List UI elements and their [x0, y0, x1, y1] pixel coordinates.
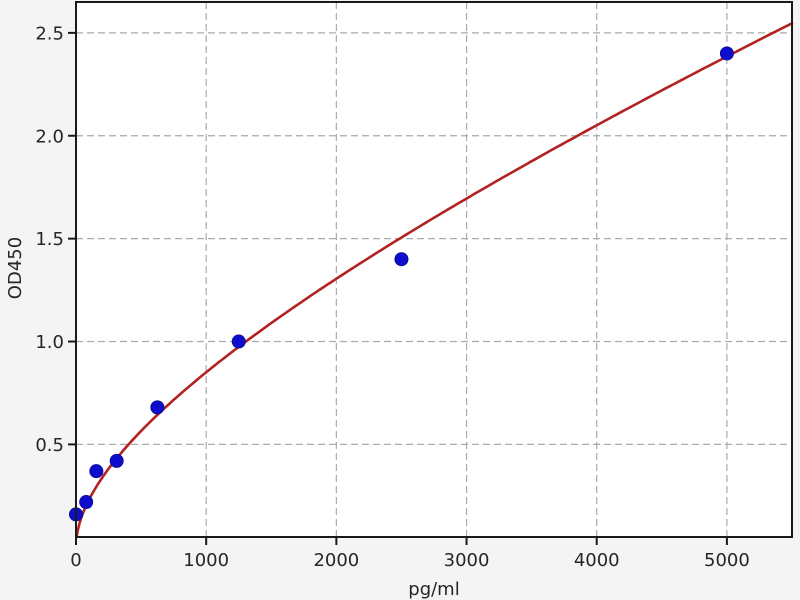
y-tick-label: 0.5 [35, 435, 64, 456]
tick-layer: 0 1000 2000 3000 4000 5000 0.5 1.0 1.5 2.0 2.5 [35, 23, 749, 571]
fit-curve-layer [75, 21, 794, 538]
x-tick-label: 4000 [574, 550, 620, 571]
y-axis-label: OD450 [5, 237, 26, 299]
x-tick-label: 3000 [444, 550, 490, 571]
y-tick-label: 1.5 [35, 229, 64, 250]
y-tick-label: 2.0 [35, 126, 64, 147]
data-point [394, 252, 409, 267]
x-tick-label: 0 [70, 550, 81, 571]
grid-layer [75, 2, 792, 537]
data-point [89, 464, 104, 479]
plot-border [75, 1, 793, 538]
fit-curve [75, 21, 794, 538]
plot-area [76, 2, 792, 537]
y-tick-label: 2.5 [35, 23, 64, 44]
x-tick-label: 1000 [183, 550, 229, 571]
data-point [150, 400, 165, 415]
x-tick-label: 2000 [313, 550, 359, 571]
data-point [79, 495, 94, 510]
y-tick-label: 1.0 [35, 332, 64, 353]
x-axis-label: pg/ml [408, 579, 459, 600]
data-point [719, 46, 734, 61]
plot-background-layer [76, 2, 792, 537]
axes-spines-layer [75, 1, 793, 538]
data-point [231, 334, 246, 349]
x-tick-label: 5000 [704, 550, 750, 571]
data-point [109, 453, 124, 468]
